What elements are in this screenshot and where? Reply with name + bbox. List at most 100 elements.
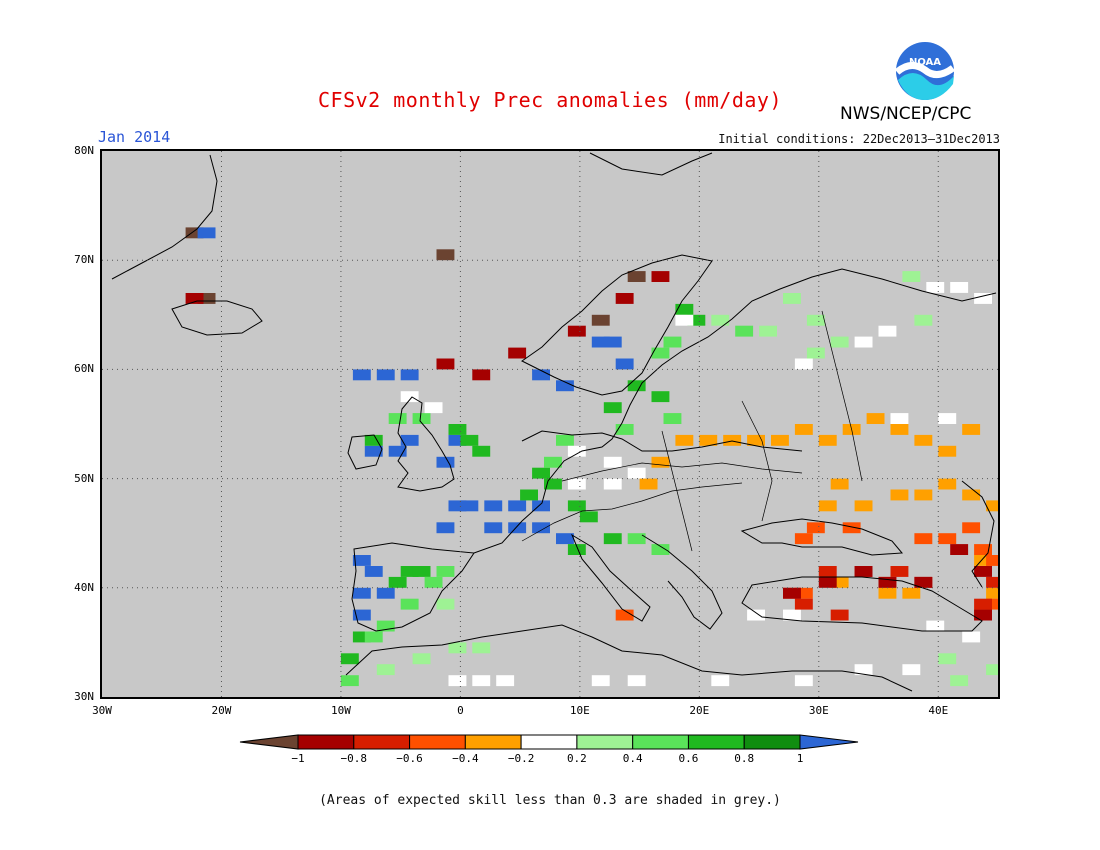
noaa-logo-wave [898, 73, 954, 100]
anomaly-cell [448, 434, 467, 446]
noaa-logo-text: NOAA [909, 57, 941, 68]
anomaly-cell [400, 566, 419, 577]
anomaly-cell [532, 369, 550, 381]
anomaly-cell [866, 413, 885, 424]
iceland-coast [171, 300, 263, 336]
anomaly-cell [567, 445, 586, 457]
anomaly-cell [508, 500, 527, 512]
anomaly-cell [412, 413, 431, 424]
anomaly-cell [890, 413, 909, 424]
anomaly-cell [854, 566, 873, 577]
anomaly-cell [627, 675, 646, 687]
anomaly-cell [854, 664, 873, 676]
chart-title: CFSv2 monthly Prec anomalies (mm/day) [317, 88, 783, 112]
anomaly-cell [938, 533, 957, 545]
anomaly-cell [890, 566, 909, 577]
anomaly-cell [376, 587, 395, 599]
anomaly-cell [496, 675, 515, 687]
anomaly-cell [484, 522, 503, 534]
anatolia-coast [741, 576, 983, 632]
colorbar-label: 0.2 [566, 752, 587, 765]
anomaly-cell [627, 533, 646, 545]
anomaly-cell [794, 587, 813, 599]
anomaly-cell [986, 664, 998, 676]
anomaly-cell [950, 282, 969, 293]
anomaly-cell [424, 402, 443, 414]
map-panel [100, 149, 1000, 699]
colorbar-bin [297, 734, 355, 750]
anomaly-cell [747, 609, 765, 621]
anomaly-cell [974, 293, 992, 304]
anomaly-cell [508, 347, 527, 359]
anomaly-cell [806, 314, 825, 326]
anomaly-cell [603, 402, 622, 414]
anomaly-cell [986, 576, 998, 588]
country-borders-2 [561, 462, 803, 482]
anomaly-cell [962, 631, 981, 643]
colorbar-bin [353, 734, 411, 750]
anomaly-cell [556, 434, 574, 446]
anomaly-cell [938, 478, 957, 490]
anomaly-cell [890, 489, 909, 501]
country-borders-5 [821, 310, 863, 482]
anomaly-cell [185, 227, 204, 239]
country-borders-3 [661, 430, 693, 552]
colorbar-label: 0.4 [622, 752, 643, 765]
anomaly-cell [926, 282, 945, 293]
anomaly-cell [532, 467, 550, 479]
north-africa-coast [345, 624, 913, 692]
colorbar-bin [632, 734, 690, 750]
lon-tick-label: 40E [928, 704, 949, 717]
anomaly-cell [723, 434, 742, 446]
anomaly-cell [460, 434, 479, 446]
north-coast [521, 430, 803, 452]
anomaly-cell [663, 336, 682, 348]
anomaly-cell [950, 544, 969, 555]
lat-tick-label: 30N [74, 690, 94, 703]
italy-coast [570, 533, 651, 622]
anomaly-cell [890, 424, 909, 435]
black-sea-coast [740, 518, 904, 556]
colorbar-bins [297, 734, 801, 750]
anomaly-cell [388, 576, 407, 588]
anomaly-cell [544, 456, 562, 468]
agency-label: NWS/NCEP/CPC [840, 104, 972, 124]
colorbar-label: −0.4 [452, 752, 479, 765]
lon-tick-label: 0 [457, 704, 464, 717]
anomaly-cell [806, 522, 825, 534]
anomaly-cell [938, 445, 957, 457]
anomaly-cell [448, 675, 467, 687]
colorbar-label: 0.6 [678, 752, 699, 765]
anomaly-cell [651, 347, 670, 359]
anomaly-cell [627, 467, 646, 479]
lat-tick-label: 50N [74, 471, 94, 485]
colorbar-bin [743, 734, 801, 750]
lat-tick-label: 40N [74, 580, 94, 594]
anomaly-cell [914, 533, 933, 545]
anomaly-cell [962, 424, 981, 435]
anomaly-cell [364, 566, 383, 577]
anomaly-cell [974, 555, 992, 566]
anomaly-cell [412, 566, 431, 577]
coastlines [111, 152, 997, 692]
anomaly-cell [914, 434, 933, 446]
svalbard-coast [589, 152, 713, 176]
colorbar-label: −1 [291, 752, 305, 765]
lat-tick-label: 80N [74, 144, 94, 157]
anomaly-cell [412, 653, 431, 665]
scandinavia-coast [521, 254, 713, 396]
colorbar-bin [409, 734, 466, 750]
anomaly-cell [472, 675, 491, 687]
anomaly-cell [830, 609, 849, 621]
lon-tick-label: 30W [92, 704, 112, 717]
anomaly-cell [878, 587, 897, 599]
anomaly-cell [591, 336, 610, 348]
anomaly-cell [424, 576, 443, 588]
anomaly-cell [567, 478, 586, 490]
anomaly-cell [747, 434, 765, 446]
graticule [102, 151, 998, 697]
anomaly-cell [651, 391, 670, 403]
anomaly-cell [639, 478, 658, 490]
anomaly-cell [615, 424, 634, 435]
country-borders-1 [521, 482, 743, 542]
